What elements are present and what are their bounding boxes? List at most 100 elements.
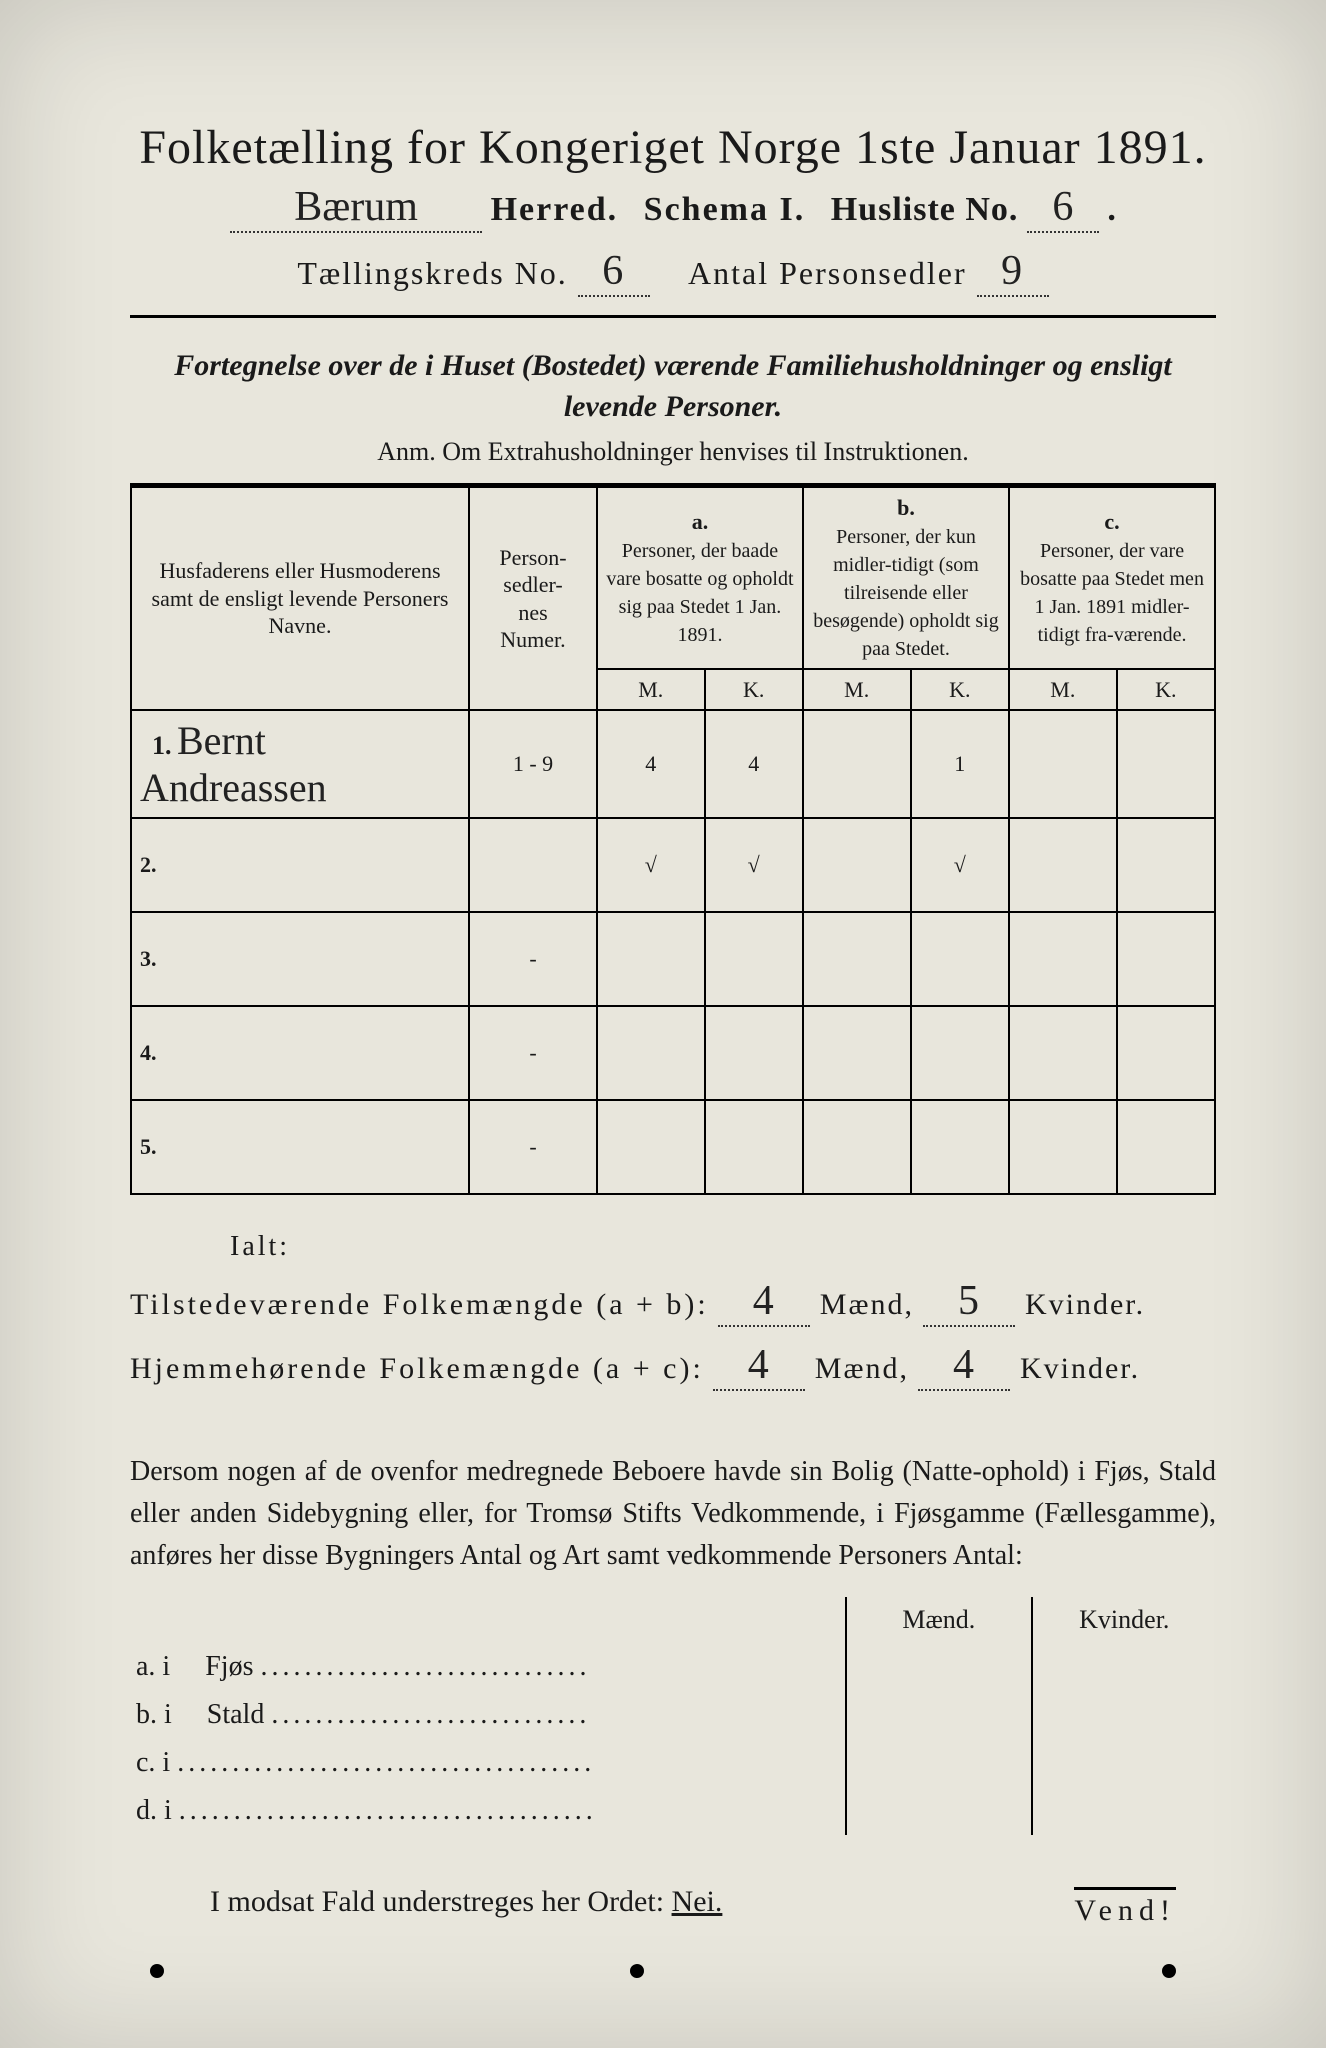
personsedler-no: 9 — [977, 247, 1049, 297]
schema-label: Schema I. — [644, 191, 806, 228]
side-b-type: Stald — [207, 1699, 265, 1730]
side-row: b. i Stald ............................. — [130, 1691, 1216, 1739]
row5-num: 5. — [131, 1100, 469, 1194]
row1-cm — [1009, 710, 1117, 818]
totals-line-1: Tilstedeværende Folkemængde (a + b): 4 M… — [130, 1277, 1216, 1327]
husliste-no: 6 — [1027, 183, 1099, 233]
dots: ............................. — [271, 1699, 590, 1730]
kreds-no: 6 — [578, 247, 650, 297]
subtitle-line1: Fortegnelse over de i Huset (Bostedet) v… — [174, 349, 1172, 382]
nei-text: I modsat Fald understreges her Ordet: — [210, 1885, 664, 1918]
c-label: c. — [1104, 509, 1119, 534]
row3-num: 3. — [131, 912, 469, 1006]
herred-label: Herred. — [491, 191, 619, 228]
row3-ps: - — [469, 912, 597, 1006]
tot1-m: 4 — [718, 1277, 810, 1327]
subtitle: Fortegnelse over de i Huset (Bostedet) v… — [130, 346, 1216, 427]
header-line-2: Bærum Herred. Schema I. Husliste No. 6 . — [130, 183, 1216, 233]
table-row: 1. Bernt Andreassen 1 - 9 4 4 1 — [131, 710, 1215, 818]
nei-line: I modsat Fald understreges her Ordet: Ne… — [130, 1885, 1216, 1919]
col1-text: Husfaderens eller Husmoderens samt de en… — [152, 558, 449, 638]
c-text: Personer, der vare bosatte paa Stedet me… — [1020, 540, 1204, 646]
row1-ps: 1 - 9 — [469, 710, 597, 818]
tot-maend-1: Mænd, — [820, 1288, 914, 1321]
census-form-paper: Folketælling for Kongeriget Norge 1ste J… — [0, 0, 1326, 2048]
ink-dot — [630, 1964, 644, 1978]
header-line-3: Tællingskreds No. 6 Antal Personsedler 9 — [130, 247, 1216, 297]
tot-kvinder-1: Kvinder. — [1025, 1288, 1145, 1321]
row4-ps: - — [469, 1006, 597, 1100]
side-row: d. i ...................................… — [130, 1787, 1216, 1835]
a-m: M. — [597, 669, 705, 711]
col-header-numer: Person- sedler- nes Numer. — [469, 486, 597, 711]
table-row: 3. - — [131, 912, 1215, 1006]
table-row: 5. - — [131, 1100, 1215, 1194]
side-c-label: c. i — [136, 1747, 170, 1778]
tot1-k: 5 — [923, 1277, 1015, 1327]
rule-1 — [130, 315, 1216, 318]
tot2-m: 4 — [713, 1341, 805, 1391]
b-label: b. — [897, 495, 915, 520]
row2-ps — [469, 818, 597, 912]
row1-am: 4 — [597, 710, 705, 818]
side-d-label: d. i — [136, 1795, 172, 1826]
b-m: M. — [803, 669, 911, 711]
row1-name-cell: 1. Bernt Andreassen — [131, 710, 469, 818]
ink-dot — [1162, 1964, 1176, 1978]
row1-bk: 1 — [911, 710, 1010, 818]
a-label: a. — [692, 509, 709, 534]
dots: ...................................... — [177, 1747, 595, 1778]
a-text: Personer, der baade vare bosatte og opho… — [606, 540, 793, 646]
personsedler-label: Antal Personsedler — [688, 255, 967, 291]
side-maend: Mænd. — [846, 1597, 1032, 1643]
tot2-k: 4 — [918, 1341, 1010, 1391]
col-header-names: Husfaderens eller Husmoderens samt de en… — [131, 486, 469, 711]
kreds-label: Tællingskreds No. — [297, 255, 567, 291]
col-header-c: c. Personer, der vare bosatte paa Stedet… — [1009, 486, 1215, 669]
row2-cm — [1009, 818, 1117, 912]
main-table: Husfaderens eller Husmoderens samt de en… — [130, 483, 1216, 1195]
row2-ak: √ — [705, 818, 803, 912]
side-row: c. i ...................................… — [130, 1739, 1216, 1787]
dots: .............................. — [260, 1651, 590, 1682]
nei-word: Nei. — [672, 1885, 723, 1918]
ialt-label: Ialt: — [130, 1231, 1216, 1263]
herred-field: Bærum — [230, 183, 482, 233]
ink-dot — [150, 1964, 164, 1978]
tot-maend-2: Mænd, — [815, 1352, 909, 1385]
side-a-type: Fjøs — [205, 1651, 253, 1682]
dots: ...................................... — [179, 1795, 597, 1826]
sidebuilding-paragraph: Dersom nogen af de ovenfor medregnede Be… — [130, 1451, 1216, 1577]
totals-line-2: Hjemmehørende Folkemængde (a + c): 4 Mæn… — [130, 1341, 1216, 1391]
c-m: M. — [1009, 669, 1117, 711]
col2-text: Person- sedler- nes Numer. — [499, 545, 566, 653]
col-header-b: b. Personer, der kun midler-tidigt (som … — [803, 486, 1009, 669]
tot1-label: Tilstedeværende Folkemængde (a + b): — [130, 1288, 709, 1321]
side-kvinder: Kvinder. — [1032, 1597, 1216, 1643]
col-header-a: a. Personer, der baade vare bosatte og o… — [597, 486, 803, 669]
main-title: Folketælling for Kongeriget Norge 1ste J… — [130, 120, 1216, 175]
table-row: 4. - — [131, 1006, 1215, 1100]
row2-ck — [1117, 818, 1215, 912]
row1-num: 1. — [140, 731, 172, 760]
row4-num: 4. — [131, 1006, 469, 1100]
row2-bk: √ — [911, 818, 1010, 912]
row2-am: √ — [597, 818, 705, 912]
c-k: K. — [1117, 669, 1215, 711]
table-row: 2. √ √ √ — [131, 818, 1215, 912]
anm-note: Anm. Om Extrahusholdninger henvises til … — [130, 437, 1216, 467]
a-k: K. — [705, 669, 803, 711]
b-text: Personer, der kun midler-tidigt (som til… — [813, 526, 999, 660]
tot-kvinder-2: Kvinder. — [1020, 1352, 1140, 1385]
row2-num: 2. — [131, 818, 469, 912]
row1-bm — [803, 710, 911, 818]
row1-ck — [1117, 710, 1215, 818]
vend-label: Vend! — [1074, 1887, 1176, 1928]
row1-ak: 4 — [705, 710, 803, 818]
side-b-label: b. i — [136, 1699, 172, 1730]
b-k: K. — [911, 669, 1010, 711]
husliste-label: Husliste No. — [831, 191, 1019, 228]
subtitle-line2: levende Personer. — [564, 390, 782, 423]
tot2-label: Hjemmehørende Folkemængde (a + c): — [130, 1352, 704, 1385]
side-a-label: a. i — [136, 1651, 170, 1682]
